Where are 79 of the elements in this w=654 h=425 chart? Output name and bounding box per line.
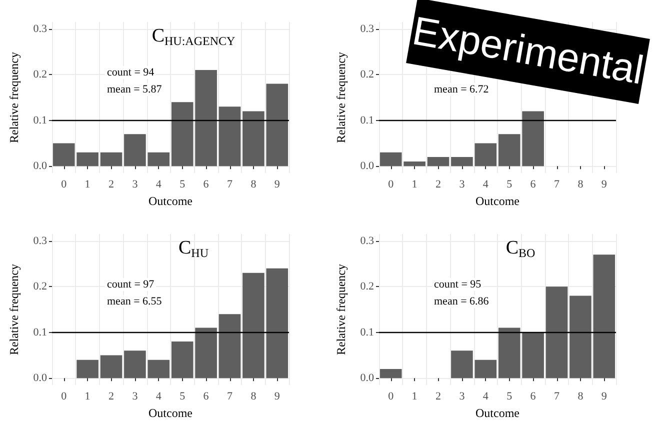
y-axis-title: Relative frequency xyxy=(7,52,21,143)
y-tick-label: 0.3 xyxy=(360,22,374,35)
x-tick-label: 0 xyxy=(388,390,394,402)
bar xyxy=(218,314,241,378)
bar xyxy=(218,106,241,166)
bar xyxy=(100,152,122,166)
bar xyxy=(76,360,98,378)
x-tick-label: 7 xyxy=(227,178,233,190)
y-tick-label: 0.2 xyxy=(360,68,374,81)
x-tick-label: 4 xyxy=(156,390,162,402)
x-tick-label: 8 xyxy=(578,390,584,402)
annotation: mean = 6.86 xyxy=(434,296,490,308)
x-tick-label: 2 xyxy=(108,178,114,190)
x-axis-title: Outcome xyxy=(148,194,192,208)
x-tick-label: 2 xyxy=(436,390,441,402)
x-tick-label: 4 xyxy=(156,178,162,190)
x-tick-label: 1 xyxy=(412,178,418,190)
annotation: mean = 6.72 xyxy=(434,84,489,96)
x-tick-label: 7 xyxy=(227,390,233,402)
y-tick-label: 0.2 xyxy=(360,280,374,293)
x-tick-label: 4 xyxy=(482,390,489,402)
x-tick-label: 1 xyxy=(84,178,90,190)
x-tick-label: 5 xyxy=(506,390,513,402)
y-tick-label: 0.1 xyxy=(360,114,374,126)
y-tick-label: 0.1 xyxy=(360,326,374,338)
x-tick-label: 1 xyxy=(412,390,418,402)
x-tick-label: 6 xyxy=(203,390,210,402)
bar xyxy=(427,156,450,166)
x-tick-label: 0 xyxy=(61,178,68,190)
x-tick-label: 8 xyxy=(578,178,584,190)
y-axis-title: Relative frequency xyxy=(334,264,348,355)
x-tick-label: 3 xyxy=(132,178,138,190)
x-tick-label: 9 xyxy=(601,390,608,402)
y-tick-label: 0.0 xyxy=(360,160,374,172)
x-tick-label: 9 xyxy=(274,178,280,190)
annotation: mean = 6.55 xyxy=(107,296,162,308)
y-axis-title: Relative frequency xyxy=(334,52,348,143)
x-tick-label: 0 xyxy=(61,390,68,402)
x-tick-label: 6 xyxy=(203,178,210,190)
x-axis-title: Outcome xyxy=(476,406,520,420)
bar xyxy=(380,368,402,378)
x-tick-label: 6 xyxy=(530,178,536,190)
annotation: mean = 5.87 xyxy=(107,84,162,96)
x-tick-label: 3 xyxy=(132,390,138,402)
annotation: count = 94 xyxy=(107,66,155,78)
x-axis-title: Outcome xyxy=(476,194,520,208)
x-tick-label: 3 xyxy=(459,390,466,402)
y-tick-label: 0.1 xyxy=(33,114,47,126)
x-tick-label: 0 xyxy=(388,178,394,190)
y-tick-label: 0.0 xyxy=(33,372,48,384)
annotation: count = 95 xyxy=(434,278,482,290)
bar xyxy=(100,355,122,378)
x-tick-label: 7 xyxy=(554,390,560,402)
y-tick-label: 0.2 xyxy=(33,280,47,293)
x-axis-title: Outcome xyxy=(148,406,192,420)
x-tick-label: 6 xyxy=(530,390,536,402)
x-tick-label: 2 xyxy=(436,178,441,190)
x-tick-label: 9 xyxy=(601,178,608,190)
y-tick-label: 0.3 xyxy=(33,234,48,247)
y-tick-label: 0.0 xyxy=(33,160,48,172)
y-tick-label: 0.3 xyxy=(33,22,48,35)
x-tick-label: 1 xyxy=(84,390,90,402)
y-tick-label: 0.3 xyxy=(360,234,374,247)
x-tick-label: 4 xyxy=(482,178,489,190)
y-tick-label: 0.0 xyxy=(360,372,374,384)
y-tick-label: 0.2 xyxy=(33,68,47,81)
x-tick-label: 5 xyxy=(506,178,513,190)
bar xyxy=(546,286,568,378)
x-tick-label: 7 xyxy=(554,178,560,190)
x-tick-label: 5 xyxy=(180,178,186,190)
x-tick-label: 2 xyxy=(108,390,114,402)
x-tick-label: 8 xyxy=(250,390,257,402)
annotation: count = 97 xyxy=(107,278,155,290)
x-tick-label: 3 xyxy=(459,178,466,190)
x-tick-label: 9 xyxy=(274,390,280,402)
y-axis-title: Relative frequency xyxy=(7,264,21,355)
x-tick-label: 8 xyxy=(250,178,257,190)
x-tick-label: 5 xyxy=(180,390,186,402)
y-tick-label: 0.1 xyxy=(33,326,47,338)
